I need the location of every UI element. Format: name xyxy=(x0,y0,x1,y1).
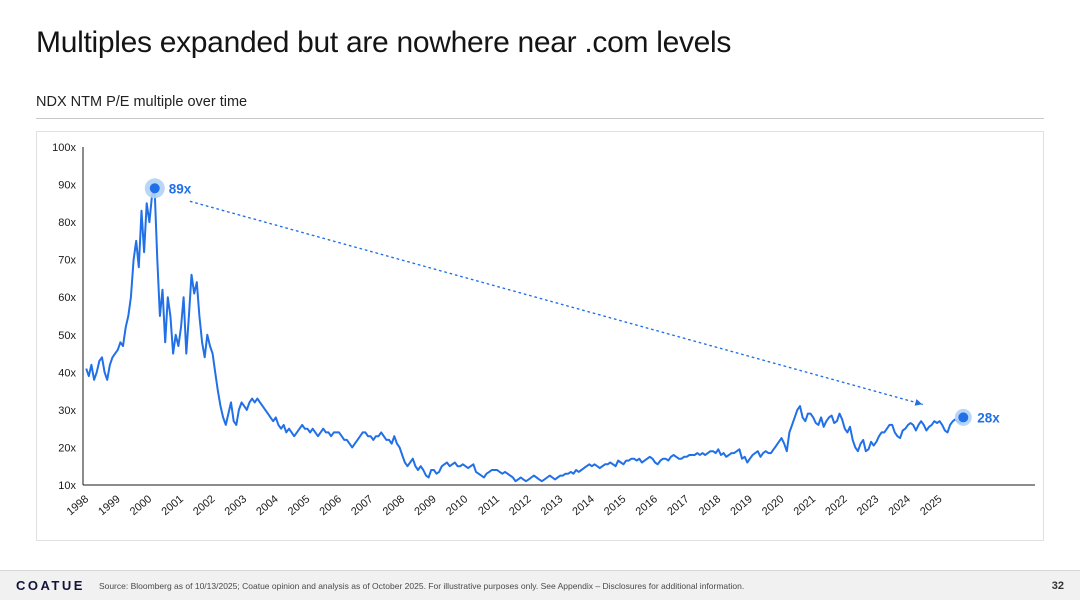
svg-text:2015: 2015 xyxy=(602,493,628,518)
svg-text:80x: 80x xyxy=(58,217,76,229)
svg-text:2017: 2017 xyxy=(665,493,691,518)
svg-text:2016: 2016 xyxy=(634,493,660,518)
svg-text:70x: 70x xyxy=(58,255,76,267)
svg-text:2010: 2010 xyxy=(444,493,470,518)
svg-text:2018: 2018 xyxy=(697,493,723,518)
svg-text:100x: 100x xyxy=(52,142,76,154)
chart-subtitle: NDX NTM P/E multiple over time xyxy=(36,94,248,110)
svg-text:10x: 10x xyxy=(58,480,76,492)
svg-text:2020: 2020 xyxy=(760,493,786,518)
source-text: Source: Bloomberg as of 10/13/2025; Coat… xyxy=(98,580,745,591)
svg-text:2023: 2023 xyxy=(855,493,881,518)
svg-text:2005: 2005 xyxy=(286,493,312,518)
svg-text:2021: 2021 xyxy=(792,493,818,518)
svg-text:28x: 28x xyxy=(977,410,1000,425)
svg-text:2006: 2006 xyxy=(317,493,343,518)
svg-text:2008: 2008 xyxy=(381,493,407,518)
svg-text:2004: 2004 xyxy=(254,493,280,518)
page-number: 32 xyxy=(1051,579,1064,592)
svg-text:2024: 2024 xyxy=(886,493,912,518)
header-divider xyxy=(36,118,1044,119)
svg-text:50x: 50x xyxy=(58,330,76,342)
svg-text:89x: 89x xyxy=(169,181,192,196)
chart-panel: 10x 20x 30x 40x 50x 60x 70x 80x 90x 100x 1998 1999 2… xyxy=(36,131,1044,541)
svg-text:2002: 2002 xyxy=(191,493,217,518)
svg-text:2025: 2025 xyxy=(918,493,944,518)
footer: COATUE Source: Bloomberg as of 10/13/202… xyxy=(0,570,1080,600)
svg-text:20x: 20x xyxy=(58,442,76,454)
svg-text:2022: 2022 xyxy=(823,493,849,518)
svg-text:90x: 90x xyxy=(58,180,76,192)
svg-text:2019: 2019 xyxy=(728,493,754,518)
svg-text:2001: 2001 xyxy=(159,493,185,518)
svg-text:2013: 2013 xyxy=(539,493,565,518)
page-title: Multiples expanded but are nowhere near … xyxy=(36,26,732,59)
svg-text:2007: 2007 xyxy=(349,493,375,518)
svg-text:2011: 2011 xyxy=(476,493,502,517)
svg-text:2003: 2003 xyxy=(223,493,249,518)
svg-text:40x: 40x xyxy=(58,367,76,379)
coatue-logo: COATUE xyxy=(16,578,85,593)
svg-text:2000: 2000 xyxy=(128,493,154,518)
svg-text:1998: 1998 xyxy=(65,493,91,518)
svg-text:2012: 2012 xyxy=(507,493,533,518)
svg-text:30x: 30x xyxy=(58,405,76,417)
header: Multiples expanded but are nowhere near … xyxy=(0,0,1080,110)
svg-text:2009: 2009 xyxy=(412,493,438,518)
svg-text:2014: 2014 xyxy=(570,493,596,518)
svg-text:60x: 60x xyxy=(58,292,76,304)
svg-text:1999: 1999 xyxy=(96,493,122,518)
